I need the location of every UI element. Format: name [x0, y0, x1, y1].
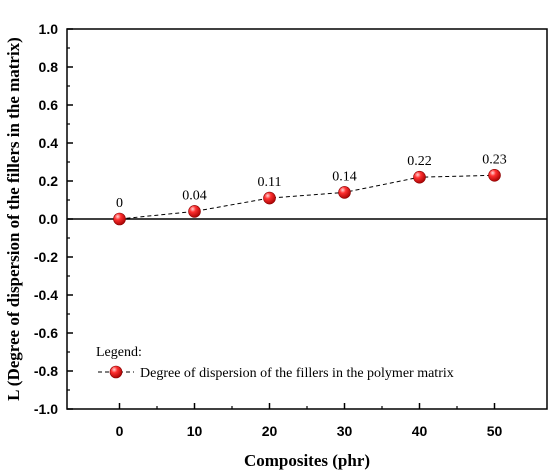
data-point [263, 191, 276, 205]
data-label: 0.14 [332, 169, 357, 184]
y-tick-label: 0.0 [39, 211, 59, 227]
y-axis-title: L (Degree of dispersion of the fillers i… [4, 37, 23, 401]
data-label: 0.23 [482, 152, 507, 167]
y-tick-label: -0.2 [34, 249, 58, 265]
x-tick-label: 20 [262, 423, 278, 439]
data-label: 0 [116, 196, 123, 211]
y-tick-label: -0.6 [34, 325, 58, 341]
legend-marker [109, 365, 123, 379]
data-point [113, 212, 126, 226]
data-point [188, 205, 201, 218]
data-label: 0.22 [407, 154, 432, 169]
y-tick-label: 0.4 [39, 135, 59, 151]
data-point [338, 186, 351, 199]
data-point [488, 169, 501, 182]
y-tick-label: -0.4 [34, 287, 58, 303]
y-tick-label: -1.0 [34, 401, 58, 417]
y-tick-label: 0.6 [39, 97, 59, 113]
x-tick-label: 40 [412, 423, 428, 439]
data-point [413, 170, 426, 184]
y-tick-label: 0.2 [39, 173, 59, 189]
x-tick-label: 50 [487, 423, 503, 439]
x-axis-title: Composites (phr) [244, 451, 370, 470]
legend-label: Degree of dispersion of the fillers in t… [140, 366, 454, 381]
y-tick-label: 1.0 [39, 21, 59, 37]
y-tick-label: 0.8 [39, 59, 59, 75]
x-tick-label: 10 [187, 423, 203, 439]
x-tick-label: 30 [337, 423, 353, 439]
y-tick-label: -0.8 [34, 363, 58, 379]
data-label: 0.04 [182, 188, 207, 203]
series-line [119, 174, 495, 220]
x-tick-label: 0 [116, 423, 124, 439]
data-label: 0.11 [258, 175, 282, 190]
legend-title: Legend: [96, 345, 142, 360]
